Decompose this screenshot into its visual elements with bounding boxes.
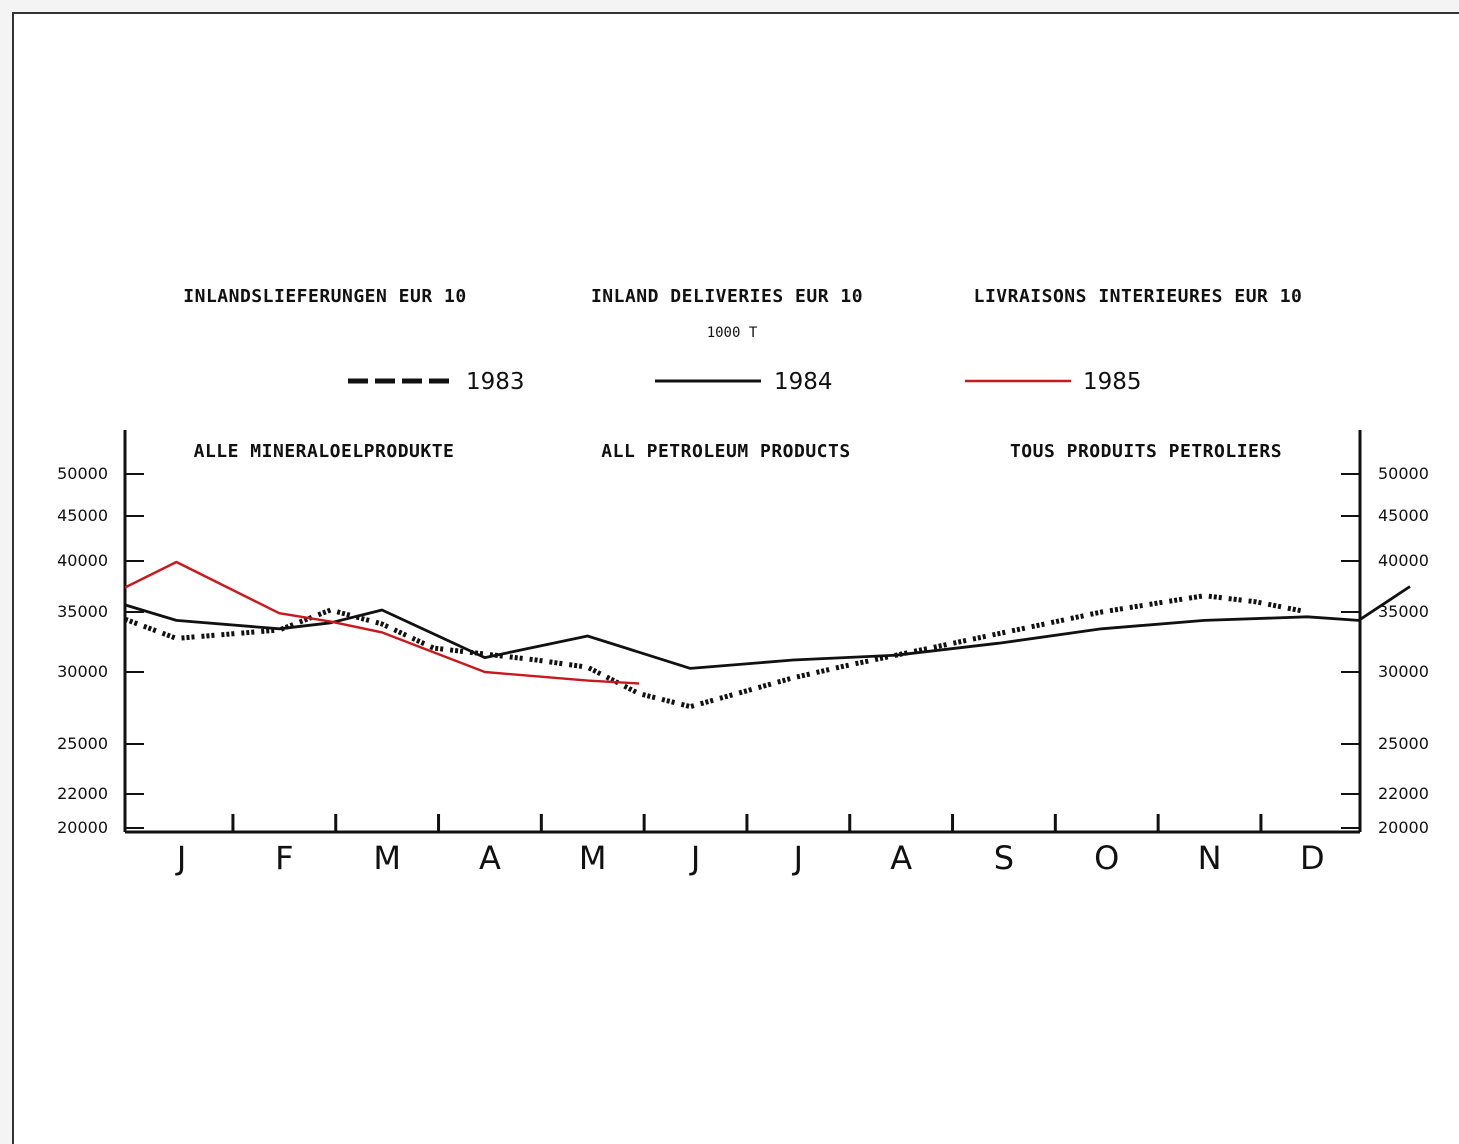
left-tick-label: 40000 <box>57 551 108 570</box>
series-line-1984 <box>124 585 1411 670</box>
right-tick-label: 40000 <box>1378 551 1429 570</box>
left-y-ticks: 20000 22000 25000 30000 35000 40000 45000 50000 <box>57 464 144 837</box>
left-tick-label: 22000 <box>57 784 108 803</box>
legend-label-1984: 1984 <box>774 369 833 395</box>
legend-label-1985: 1985 <box>1083 369 1142 395</box>
month-label: J <box>175 839 186 877</box>
series-line-1983 <box>124 593 1308 710</box>
legend: 1983 1984 1985 <box>348 369 1142 395</box>
month-label: O <box>1094 839 1119 877</box>
right-tick-label: 50000 <box>1378 464 1429 483</box>
unit-label: 1000 T <box>707 325 758 341</box>
right-tick-label: 20000 <box>1378 818 1429 837</box>
right-tick-label: 22000 <box>1378 784 1429 803</box>
left-tick-label: 20000 <box>57 818 108 837</box>
chart-frame <box>12 12 1459 1144</box>
left-tick-label: 50000 <box>57 464 108 483</box>
title-german: INLANDSLIEFERUNGEN EUR 10 <box>183 286 466 307</box>
month-label: F <box>275 839 293 877</box>
left-tick-label: 35000 <box>57 602 108 621</box>
left-tick-label: 45000 <box>57 506 108 525</box>
right-y-ticks: 20000 22000 25000 30000 35000 40000 45000 50000 <box>1341 464 1429 837</box>
left-tick-label: 25000 <box>57 734 108 753</box>
month-label: S <box>994 839 1014 877</box>
month-label: A <box>890 839 912 877</box>
subtitle-french: TOUS PRODUITS PETROLIERS <box>1010 441 1282 462</box>
right-tick-label: 45000 <box>1378 506 1429 525</box>
month-label: N <box>1198 839 1222 877</box>
month-label: M <box>579 839 607 877</box>
month-label: M <box>373 839 401 877</box>
month-label: D <box>1300 839 1325 877</box>
series-line-1985 <box>124 560 640 685</box>
subtitle-german: ALLE MINERALOELPRODUKTE <box>194 441 455 462</box>
subtitle-english: ALL PETROLEUM PRODUCTS <box>601 441 850 462</box>
right-tick-label: 30000 <box>1378 662 1429 681</box>
title-french: LIVRAISONS INTERIEURES EUR 10 <box>974 286 1303 307</box>
month-label: A <box>479 839 501 877</box>
right-tick-label: 35000 <box>1378 602 1429 621</box>
title-english: INLAND DELIVERIES EUR 10 <box>591 286 863 307</box>
legend-label-1983: 1983 <box>466 369 525 395</box>
month-label: J <box>689 839 700 877</box>
month-label: J <box>792 839 803 877</box>
series-layer <box>124 560 1411 710</box>
right-tick-label: 25000 <box>1378 734 1429 753</box>
left-tick-label: 30000 <box>57 662 108 681</box>
